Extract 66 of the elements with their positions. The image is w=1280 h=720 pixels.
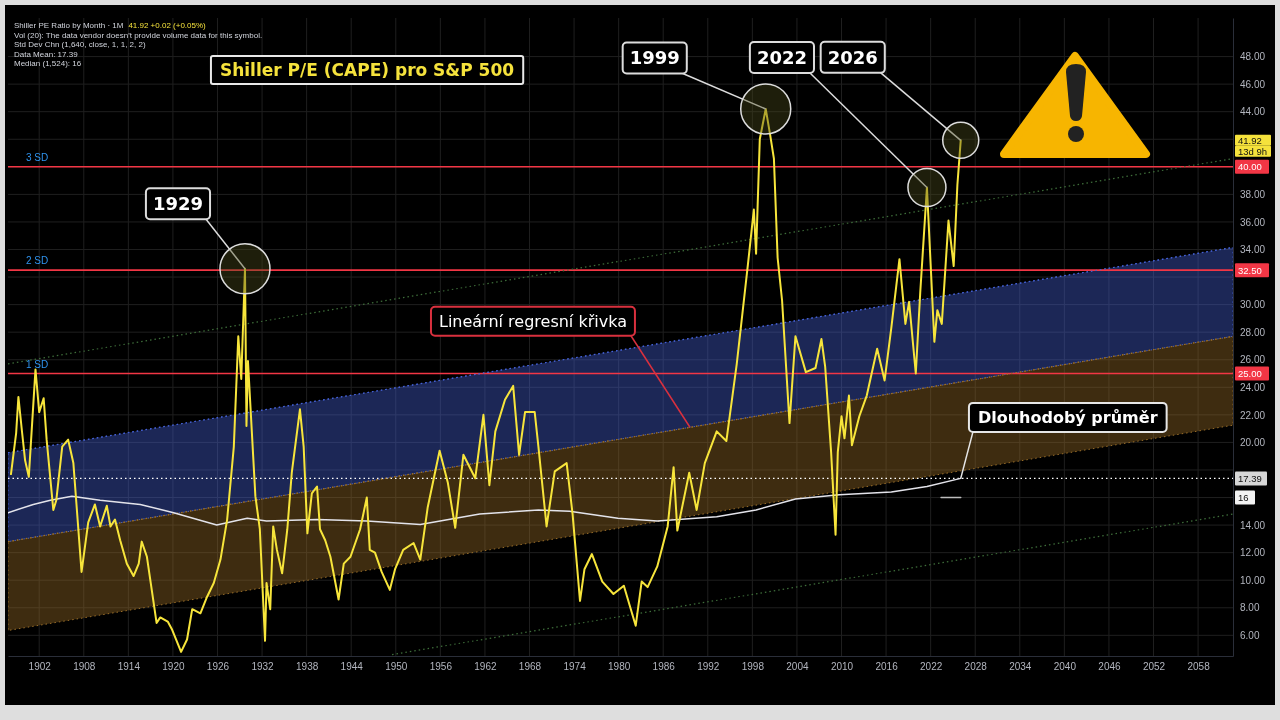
x-tick-label: 1956: [429, 661, 453, 673]
y-tick-label: 44.00: [1240, 106, 1266, 118]
annotation: Std Dev Chn (1,640, close, 1, 1, 2, 2): [14, 39, 146, 49]
y-tick-label: 14.00: [1240, 519, 1266, 531]
y-tick-label: 10.00: [1240, 574, 1266, 586]
y-tick-label: 36.00: [1240, 216, 1266, 228]
x-tick-label: 2010: [830, 661, 854, 673]
annotation: Shiller PE Ratio by Month · 1M: [14, 20, 124, 30]
y-tick-label: 8.00: [1240, 602, 1260, 614]
text: 25.00: [1238, 368, 1262, 380]
annotation: 2026: [827, 46, 878, 68]
x-tick-label: 1962: [474, 661, 497, 673]
x-tick-label: 2040: [1053, 661, 1077, 673]
x-tick-label: 2028: [964, 661, 988, 673]
x-tick-label: 2022: [920, 661, 943, 673]
x-tick-label: 1908: [73, 661, 96, 673]
y-tick-label: 26.00: [1240, 354, 1266, 366]
x-tick-label: 1950: [385, 661, 408, 673]
text: 32.50: [1238, 264, 1262, 276]
x-tick-label: 2052: [1142, 661, 1166, 673]
y-tick-label: 20.00: [1240, 437, 1266, 449]
x-tick-label: 1974: [563, 661, 587, 673]
x-tick-label: 1998: [741, 661, 765, 673]
x-tick-label: 1938: [296, 661, 319, 673]
y-tick-label: 22.00: [1240, 409, 1266, 421]
annotation: Data Mean: 17.39: [14, 49, 79, 58]
annotation: Dlouhodobý průměr: [977, 407, 1158, 427]
ref-line-label: 2 SD: [26, 255, 49, 267]
text: Shiller P/E (CAPE) pro S&P 500: [219, 60, 515, 80]
x-tick-label: 1992: [697, 661, 720, 673]
annotation: 1929: [152, 193, 204, 215]
annotation: 2022: [756, 46, 807, 68]
annotation: 1999: [629, 47, 680, 69]
annotation: Lineární regresní křivka: [438, 311, 627, 331]
x-tick-label: 1986: [652, 661, 676, 673]
y-tick-label: 6.00: [1240, 630, 1260, 642]
y-tick-label: 24.00: [1240, 382, 1266, 393]
text: 16: [1238, 492, 1249, 504]
ref-line-label: 3 SD: [26, 151, 49, 163]
ref-line-label: 1 SD: [26, 358, 49, 370]
y-tick-label: 12.00: [1240, 547, 1266, 559]
text: 41.92: [1238, 134, 1262, 146]
x-tick-label: 2016: [875, 661, 899, 673]
x-tick-label: 2058: [1187, 661, 1211, 673]
x-tick-label: 1932: [251, 661, 275, 673]
y-tick-label: 34.00: [1240, 244, 1266, 256]
annotation: 41.92 +0.02 (+0.05%): [128, 20, 207, 30]
x-tick-label: 1914: [117, 661, 141, 673]
annotation: Vol (20): The data vendor doesn't provide volume data for this symbol.: [14, 30, 263, 39]
y-tick-label: 28.00: [1240, 326, 1266, 338]
x-tick-label: 1920: [162, 661, 185, 673]
x-tick-label: 1944: [340, 661, 364, 673]
x-tick-label: 1902: [28, 661, 52, 673]
x-tick-label: 2004: [786, 661, 809, 673]
y-tick-label: 30.00: [1240, 299, 1266, 311]
x-tick-label: 2046: [1098, 661, 1121, 673]
y-tick-label: 46.00: [1240, 78, 1266, 90]
text: 40.00: [1238, 161, 1262, 173]
text: 17.39: [1238, 472, 1262, 484]
x-tick-label: 1968: [518, 661, 542, 673]
y-tick-label: 48.00: [1240, 51, 1266, 63]
x-tick-label: 1980: [608, 661, 631, 673]
x-tick-label: 2034: [1009, 661, 1032, 673]
x-tick-label: 1926: [206, 661, 230, 673]
y-tick-label: 38.00: [1240, 189, 1266, 201]
annotation: Median (1,524): 16: [14, 58, 82, 68]
